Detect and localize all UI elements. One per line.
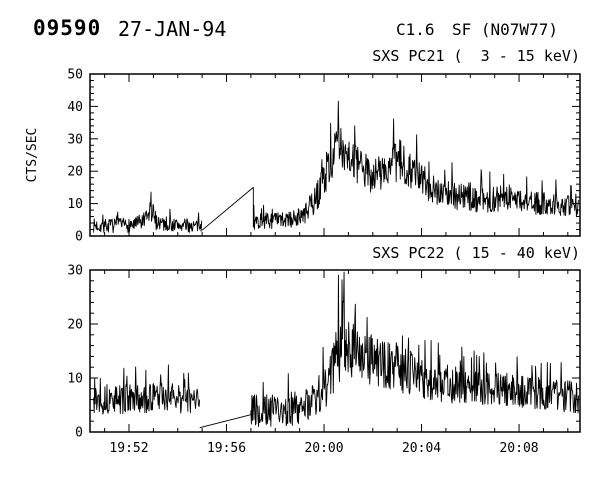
y-tick-label: 20	[67, 318, 83, 333]
y-tick-label: 10	[67, 372, 83, 387]
y-tick-label: 40	[67, 100, 83, 115]
x-tick-label: 19:52	[109, 441, 148, 456]
chart-pc22: 19:52 19:56 20:00 20:04 20:08 0 10 20 30	[67, 264, 581, 456]
panel-title-pc21: SXS PC21 ( 3 - 15 keV)	[372, 47, 580, 65]
y-tick-label: 0	[75, 426, 83, 441]
lightcurve-trace	[201, 100, 579, 231]
panel-title-pc22: SXS PC22 ( 15 - 40 keV)	[372, 244, 580, 262]
x-tick-label: 20:00	[304, 441, 343, 456]
x-tick-label: 20:04	[402, 441, 441, 456]
chart-pc21: 0 10 20 30 40 50 CTS/SEC	[25, 68, 581, 245]
y-tick-label: 30	[67, 132, 83, 147]
goes-class: C1.6	[396, 20, 435, 39]
y-tick-label: 20	[67, 165, 83, 180]
lightcurve-trace	[93, 364, 201, 415]
lightcurve-trace	[93, 191, 203, 234]
y-axis-label: CTS/SEC	[25, 128, 40, 183]
flare-type-location: SF (N07W77)	[452, 20, 558, 39]
x-tick-label: 19:56	[207, 441, 246, 456]
header: 09590 27-JAN-94 C1.6 SF (N07W77)	[0, 16, 600, 44]
y-tick-label: 10	[67, 197, 83, 212]
y-tick-label: 50	[67, 68, 83, 83]
y-tick-label: 30	[67, 264, 83, 279]
event-date: 27-JAN-94	[118, 17, 227, 41]
x-tick-label: 20:08	[499, 441, 538, 456]
lightcurve-trace	[199, 271, 579, 429]
y-tick-label: 0	[75, 230, 83, 245]
event-number: 09590	[33, 16, 102, 40]
